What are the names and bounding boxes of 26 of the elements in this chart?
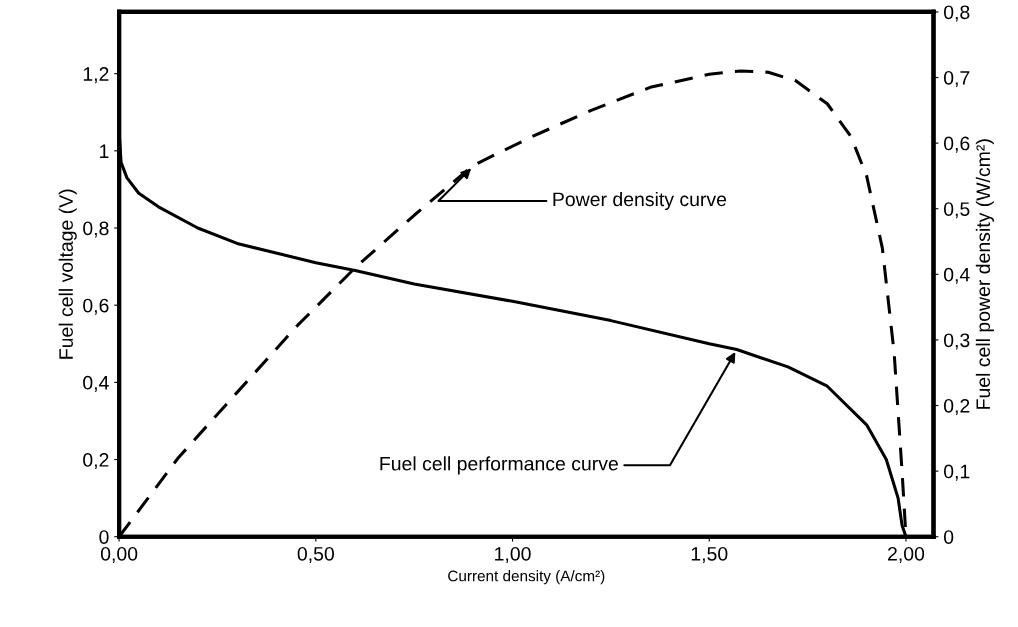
x-tick-label: 0,50 (297, 546, 334, 564)
x-tick-label: 2,00 (888, 546, 925, 564)
y-tick-label: 0,6 (83, 298, 109, 315)
y-tick-label: 0,8 (83, 221, 109, 238)
y-tick-label: 1 (100, 144, 109, 158)
y2-tick-label: 0,4 (943, 267, 970, 284)
y-tick-label: 0 (99, 530, 109, 544)
x-tick-label: 0,00 (100, 546, 138, 564)
y2-tick-label: 0,2 (943, 398, 970, 416)
y2-tick-label: 0,6 (943, 136, 970, 153)
annotation: Fuel cell performance curve (380, 456, 618, 475)
y2-tick-label: 0 (943, 530, 954, 544)
y2-axis-title: Fuel cell power density (W/cm²) (975, 139, 994, 409)
annotation: Power density curve (553, 191, 727, 211)
y-tick-label: 1,2 (83, 67, 109, 84)
y-axis-title: Fuel cell voltage (V) (58, 189, 77, 359)
y2-tick-label: 0,1 (943, 464, 970, 481)
y-tick-label: 0,2 (83, 453, 109, 470)
y2-tick-label: 0,8 (943, 5, 970, 22)
y2-tick-label: 0,3 (943, 333, 970, 350)
y2-tick-label: 0,7 (943, 70, 970, 88)
y-tick-label: 0,4 (83, 375, 109, 392)
x-tick-label: 1,00 (495, 546, 531, 564)
y2-tick-label: 0,5 (943, 202, 970, 219)
x-axis-title: Current density (A/cm²) (448, 570, 605, 585)
x-tick-label: 1,50 (691, 546, 728, 564)
